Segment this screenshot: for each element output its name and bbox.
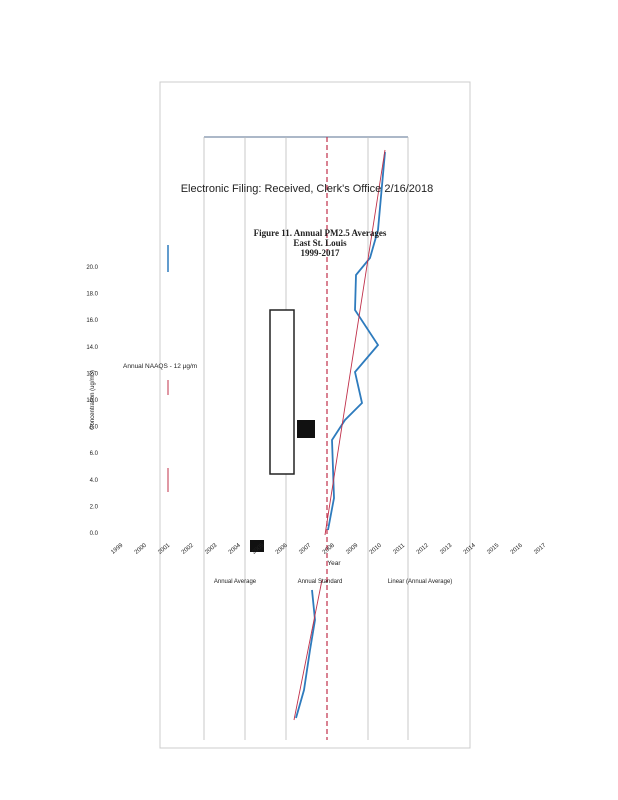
trend-line-lower bbox=[293, 579, 323, 721]
y-tick-label: 10.0 bbox=[86, 398, 98, 404]
y-tick-label: 0.0 bbox=[90, 531, 99, 537]
x-tick-label: 2011 bbox=[392, 542, 406, 555]
x-tick-label: 2002 bbox=[181, 542, 196, 556]
y-tick-label: 14.0 bbox=[86, 345, 98, 351]
figure-title: Figure 11. Annual PM2.5 Averages bbox=[254, 228, 387, 238]
x-tick-label: 2009 bbox=[345, 542, 360, 556]
y-tick-label: 16.0 bbox=[86, 318, 98, 324]
x-axis-label: Year bbox=[327, 560, 341, 567]
filing-stamp: Electronic Filing: Received, Clerk's Off… bbox=[181, 183, 434, 195]
x-tick-label: 2003 bbox=[204, 542, 219, 556]
legend: Annual Average Annual Standard Linear (Ann… bbox=[214, 579, 452, 585]
scan-series bbox=[327, 151, 386, 531]
scan-series-lower bbox=[295, 589, 316, 719]
y-tick-label: 2.0 bbox=[90, 504, 99, 510]
x-tick-label: 2006 bbox=[275, 542, 290, 556]
x-tick-label: 2004 bbox=[228, 542, 243, 556]
x-tick-label: 2000 bbox=[134, 542, 149, 556]
y-tick-label: 12.0 bbox=[86, 371, 98, 377]
y-tick-label: 6.0 bbox=[90, 451, 99, 457]
scan-blot bbox=[297, 420, 315, 438]
legend-entry: Annual Standard bbox=[298, 579, 343, 585]
y-tick-label: 8.0 bbox=[90, 425, 99, 431]
x-tick-label: 1999 bbox=[110, 542, 125, 556]
x-tick-label: 2015 bbox=[486, 542, 501, 556]
trend-line bbox=[324, 149, 386, 536]
x-tick-label: 2008 bbox=[322, 542, 337, 556]
y-axis-label: Concentration (ug/m3) bbox=[90, 370, 96, 430]
x-tick-label: 2016 bbox=[510, 542, 525, 556]
scan-grid bbox=[203, 137, 409, 740]
scan-box bbox=[269, 309, 295, 475]
x-tick-label: 2013 bbox=[439, 542, 454, 556]
naaqs-label: Annual NAAQS - 12 µg/m bbox=[123, 363, 197, 370]
figure-subtitle: East St. Louis bbox=[293, 238, 347, 248]
x-tick-label: 2007 bbox=[298, 542, 313, 556]
y-tick-label: 20.0 bbox=[86, 265, 98, 271]
figure-frame bbox=[159, 81, 471, 749]
figure-period: 1999-2017 bbox=[301, 248, 340, 258]
scan-blot bbox=[250, 540, 264, 552]
x-tick-label: 2012 bbox=[416, 542, 431, 556]
legend-entry: Linear (Annual Average) bbox=[388, 579, 453, 585]
y-tick-label: 4.0 bbox=[90, 478, 99, 484]
x-ticks: 1999 2000 2001 2002 2003 2004 2005 2006 2007 2008… bbox=[110, 542, 548, 556]
legend-entry: Annual Average bbox=[214, 579, 257, 585]
y-tick-label: 18.0 bbox=[86, 292, 98, 298]
y-ticks: 0.0 2.0 4.0 6.0 8.0 10.0 12.0 14.0 16.0 18.0 20.0 bbox=[86, 265, 98, 537]
x-tick-label: 2010 bbox=[369, 542, 384, 556]
x-tick-label: 2017 bbox=[533, 542, 548, 556]
